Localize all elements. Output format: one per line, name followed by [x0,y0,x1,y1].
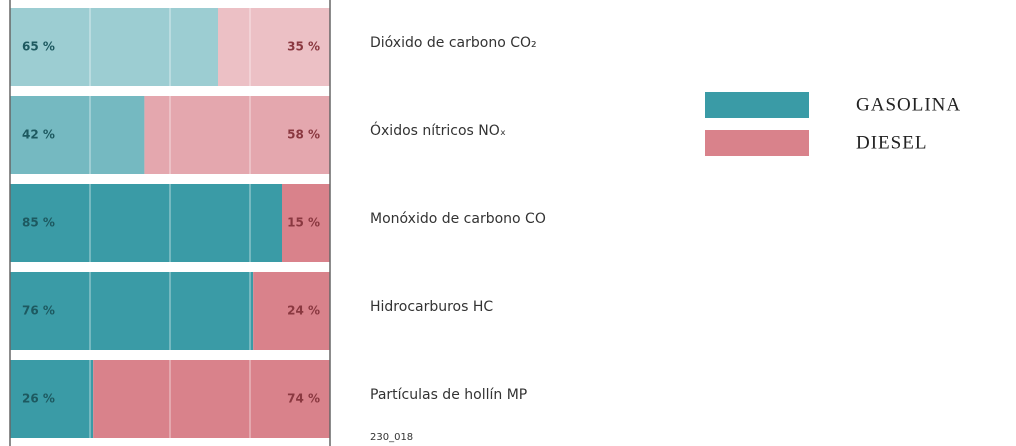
value-label: 15 % [287,216,320,230]
category-label: Hidrocarburos HC [370,299,493,315]
bar-segment [93,360,330,438]
bar-segment [10,272,254,350]
bar-segment [218,8,330,86]
bar-segment [10,96,145,174]
value-label: 74 % [287,392,320,406]
value-label: 26 % [22,392,55,406]
value-label: 24 % [287,304,320,318]
category-label: Óxidos nítricos NOₓ [370,121,506,139]
bar-segment [144,96,330,174]
value-label: 42 % [22,128,55,142]
value-label: 76 % [22,304,55,318]
bar-segment [253,272,330,350]
value-label: 35 % [287,40,320,54]
legend-label: DIESEL [856,132,927,153]
category-label: Monóxido de carbono CO [370,211,546,227]
footnote: 230_018 [370,432,413,443]
bar-segment [10,184,282,262]
value-label: 58 % [287,128,320,142]
legend-swatch [705,130,809,156]
legend-label: GASOLINA [856,94,961,115]
legend-swatch [705,92,809,118]
value-label: 65 % [22,40,55,54]
bar-segment [282,184,330,262]
bar-segment [10,8,218,86]
value-label: 85 % [22,216,55,230]
category-label: Partículas de hollín MP [370,387,527,403]
category-label: Dióxido de carbono CO₂ [370,35,537,51]
bar-segment [10,360,94,438]
